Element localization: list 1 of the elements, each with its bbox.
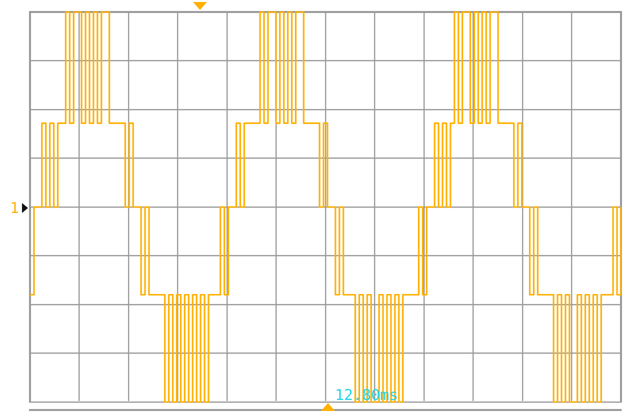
text: 1: [10, 199, 20, 217]
